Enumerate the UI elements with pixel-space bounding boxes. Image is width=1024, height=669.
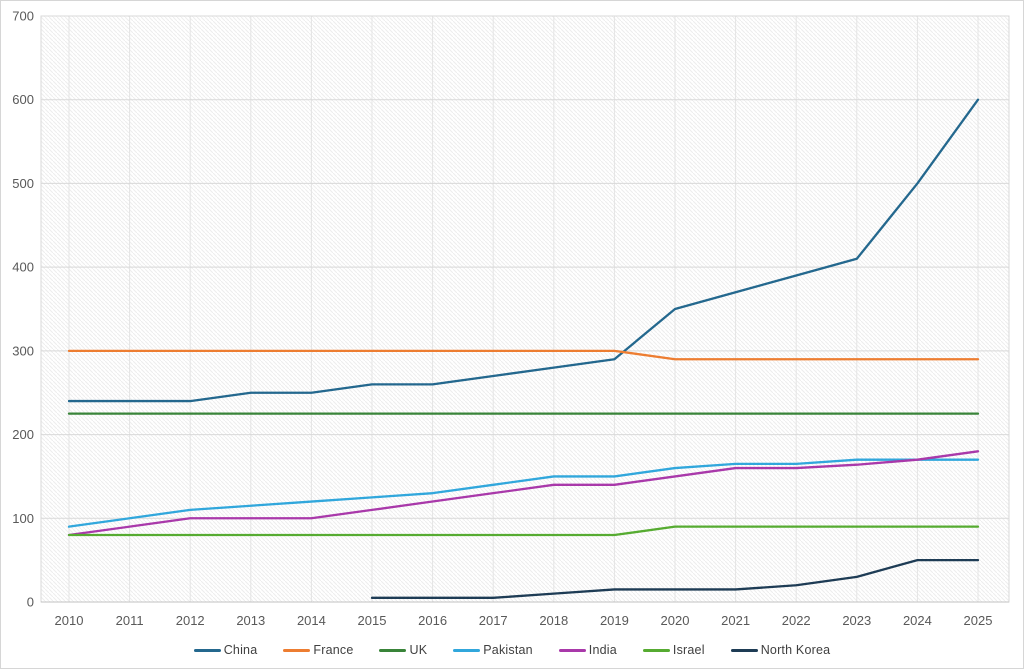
legend-label: Israel xyxy=(672,643,705,657)
legend-item-north-korea[interactable]: North Korea xyxy=(730,643,831,657)
series-line-north-korea xyxy=(370,558,980,599)
legend-swatch-israel xyxy=(642,648,670,652)
x-tick-label: 2019 xyxy=(600,613,629,628)
y-tick-label: 400 xyxy=(12,260,34,275)
x-tick-label: 2014 xyxy=(297,613,326,628)
series-line-china xyxy=(67,98,980,403)
series-lines xyxy=(67,98,980,599)
y-tick-label: 600 xyxy=(12,92,34,107)
series-line-israel xyxy=(67,525,980,537)
legend-swatch-china xyxy=(193,648,221,652)
y-tick-label: 500 xyxy=(12,176,34,191)
axis-tick-labels: 0 100 200 300 400 500 600 700 2010 2011 2012 2013 20… xyxy=(12,9,992,629)
legend-label: China xyxy=(223,643,258,657)
gridlines xyxy=(41,15,1009,603)
legend-item-uk[interactable]: UK xyxy=(379,643,427,657)
x-tick-label: 2018 xyxy=(539,613,568,628)
y-tick-label: 100 xyxy=(12,511,34,526)
legend-item-china[interactable]: China xyxy=(193,643,258,657)
x-tick-label: 2022 xyxy=(782,613,811,628)
x-tick-label: 2021 xyxy=(721,613,750,628)
x-tick-label: 2010 xyxy=(55,613,84,628)
legend-swatch-france xyxy=(283,648,311,652)
legend-item-pakistan[interactable]: Pakistan xyxy=(453,643,533,657)
legend-label: UK xyxy=(409,643,428,657)
legend-swatch-pakistan xyxy=(453,648,481,652)
plot-rect xyxy=(40,15,1010,603)
x-tick-label: 2023 xyxy=(842,613,871,628)
y-tick-label: 200 xyxy=(12,427,34,442)
x-tick-label: 2024 xyxy=(903,613,932,628)
x-tick-label: 2015 xyxy=(358,613,387,628)
legend-swatch-india xyxy=(558,648,586,652)
x-tick-label: 2012 xyxy=(176,613,205,628)
legend-swatch-north-korea xyxy=(730,648,758,652)
legend-item-india[interactable]: India xyxy=(558,643,617,657)
chart-legend: China France UK Pakistan India Israel North Ko… xyxy=(1,639,1023,661)
series-line-france xyxy=(67,349,980,361)
x-tick-label: 2017 xyxy=(479,613,508,628)
legend-swatch-uk xyxy=(379,648,407,652)
series-line-pakistan xyxy=(67,458,980,528)
legend-label: North Korea xyxy=(760,643,831,657)
x-tick-label: 2016 xyxy=(418,613,447,628)
legend-item-france[interactable]: France xyxy=(283,643,353,657)
x-tick-label: 2025 xyxy=(964,613,993,628)
legend-label: Pakistan xyxy=(483,643,533,657)
plot-background xyxy=(40,15,1010,603)
x-tick-label: 2013 xyxy=(236,613,265,628)
legend-label: India xyxy=(588,643,617,657)
x-tick-label: 2020 xyxy=(661,613,690,628)
legend-item-israel[interactable]: Israel xyxy=(642,643,705,657)
legend-label: France xyxy=(313,643,354,657)
y-tick-label: 300 xyxy=(12,343,34,358)
y-tick-label: 700 xyxy=(12,9,34,24)
series-line-india xyxy=(67,450,980,537)
y-tick-label: 0 xyxy=(27,595,34,610)
x-tick-label: 2011 xyxy=(116,613,144,628)
